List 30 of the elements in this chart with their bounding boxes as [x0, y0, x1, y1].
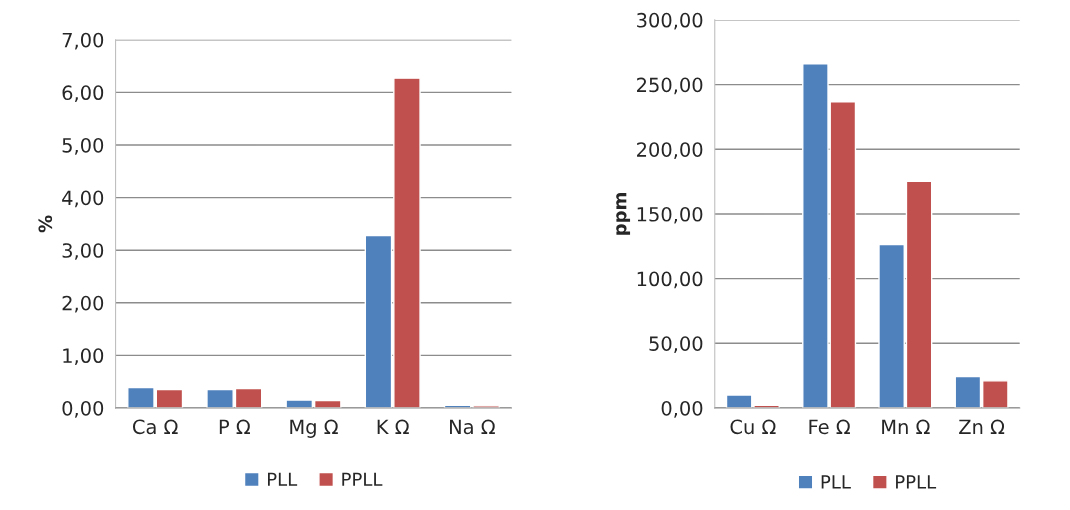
y-axis-title: ppm	[616, 193, 631, 235]
x-tick-label: Mn Ω	[882, 419, 930, 434]
y-tick-label: 5,00	[62, 137, 104, 155]
y-tick-label: 6,00	[62, 85, 104, 103]
y-tick-label: 100,00	[637, 271, 703, 289]
y-tick-label: 1,00	[63, 348, 104, 366]
legend-label: PLL	[821, 475, 851, 489]
x-tick-label: Fe Ω	[809, 419, 850, 435]
x-tick-label: K Ω	[377, 419, 409, 434]
x-tick-label: Cu Ω	[730, 419, 776, 435]
y-tick-label: 300,00	[637, 12, 703, 30]
y-tick-label: 250,00	[637, 77, 703, 95]
x-tick-label: Mg Ω	[290, 419, 338, 438]
legend-label: PPLL	[896, 475, 937, 489]
legend-label: PPLL	[342, 472, 383, 486]
x-tick-label: Na Ω	[450, 419, 495, 435]
y-tick-label: 2,00	[62, 295, 104, 313]
y-tick-label: 0,00	[62, 400, 104, 418]
legend-label: PLL	[268, 472, 298, 486]
x-tick-label: Zn Ω	[959, 419, 1005, 434]
y-tick-label: 7,00	[62, 32, 104, 50]
x-tick-label: Ca Ω	[132, 419, 178, 435]
y-tick-label: 3,00	[62, 243, 104, 260]
y-tick-label: 0,00	[661, 400, 703, 418]
x-tick-label: P Ω	[219, 419, 250, 434]
y-axis-title: %	[38, 215, 53, 233]
y-tick-label: 4,00	[62, 190, 104, 208]
y-tick-label: 200,00	[637, 142, 703, 159]
y-tick-label: 150,00	[637, 206, 703, 224]
y-tick-label: 50,00	[649, 336, 703, 353]
